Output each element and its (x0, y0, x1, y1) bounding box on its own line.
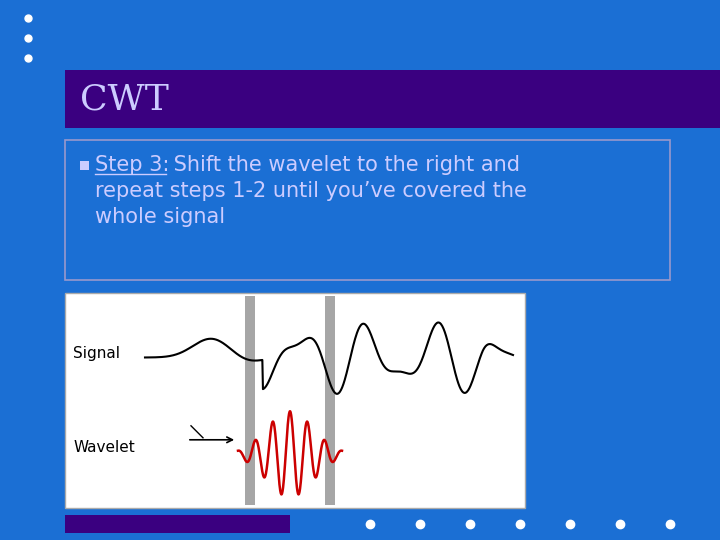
Bar (325, 296, 335, 505)
Bar (65, 70, 720, 128)
Text: whole signal: whole signal (95, 207, 225, 227)
Bar (65, 140, 670, 280)
Bar (65, 293, 525, 508)
Text: Signal: Signal (73, 346, 120, 361)
Bar (80, 161, 89, 170)
Bar (245, 296, 255, 505)
Text: Step 3:: Step 3: (95, 155, 169, 175)
Text: Wavelet: Wavelet (73, 440, 135, 455)
Text: Shift the wavelet to the right and: Shift the wavelet to the right and (167, 155, 520, 175)
Text: CWT: CWT (80, 82, 169, 116)
Bar (65, 515, 290, 533)
Text: repeat steps 1-2 until you’ve covered the: repeat steps 1-2 until you’ve covered th… (95, 181, 527, 201)
